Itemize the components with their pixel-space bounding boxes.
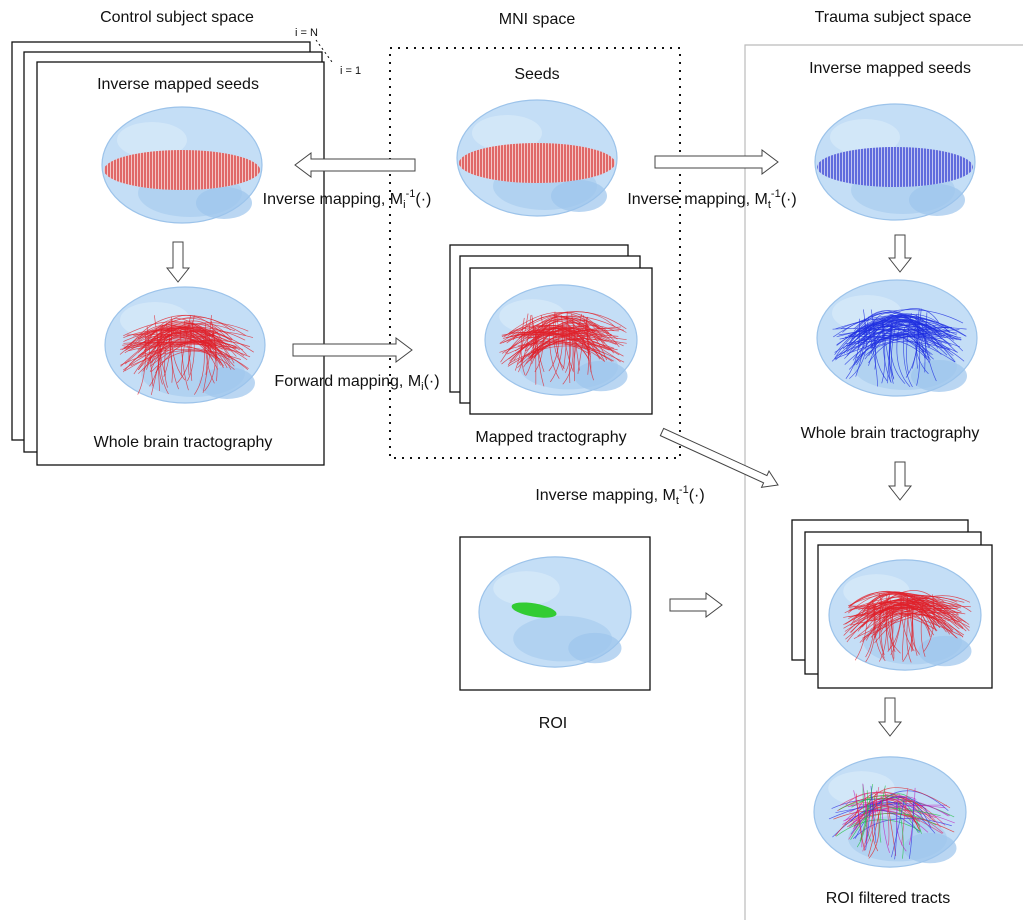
label-text: Inverse mapping, M [627, 191, 768, 208]
brain-region [493, 571, 560, 605]
tract-label: Whole brain tractography [94, 434, 273, 451]
seeds-label: Inverse mapped seeds [809, 60, 971, 77]
column-title: Control subject space [100, 9, 254, 26]
arrow [889, 462, 911, 500]
label-sub: t [768, 199, 771, 211]
arrow [670, 593, 722, 617]
illustrations [102, 100, 981, 867]
arrow [655, 150, 778, 174]
arrow [879, 698, 901, 736]
brain-region [196, 187, 252, 219]
arrow-label: Inverse mapping, Mt-1(·) [535, 484, 704, 507]
label-suffix: (·) [424, 373, 440, 390]
filtered-label: ROI filtered tracts [826, 890, 950, 907]
stack-label: i = N [295, 27, 318, 39]
brain [479, 557, 631, 667]
tract-label: Mapped tractography [475, 429, 626, 446]
label-suffix: (·) [415, 191, 431, 208]
label-text: Inverse mapping, M [263, 191, 404, 208]
brain [814, 757, 966, 867]
brain-region [918, 636, 971, 666]
seed-plane [459, 143, 615, 183]
brain [102, 107, 262, 223]
label-sub: t [676, 495, 679, 507]
brain [817, 280, 977, 396]
brain [815, 104, 975, 220]
brain [105, 287, 265, 403]
stack-label: i = 1 [340, 65, 361, 77]
page: {"columns": { "control": {"title": "Cont… [0, 0, 1023, 920]
seed-plane [104, 150, 260, 190]
brain [829, 560, 981, 670]
brain-region [574, 361, 627, 391]
brain-region [551, 180, 607, 212]
arrow [660, 428, 778, 487]
label-text: Inverse mapping, M [535, 487, 676, 504]
arrow-label: Inverse mapping, Mi-1(·) [263, 188, 432, 211]
brain-region [199, 367, 255, 399]
label-suffix: (·) [689, 487, 705, 504]
arrow-label: Inverse mapping, Mt-1(·) [627, 188, 796, 211]
tract-label: Whole brain tractography [801, 425, 980, 442]
label-suffix: (·) [781, 191, 797, 208]
label-sup: -1 [771, 188, 781, 200]
label-sub: i [403, 199, 405, 211]
seeds-label: Seeds [514, 66, 559, 83]
label-sup: -1 [679, 484, 689, 496]
brain-region [909, 184, 965, 216]
column-title: MNI space [499, 11, 576, 28]
column-title: Trauma subject space [815, 9, 972, 26]
brain-region [568, 633, 621, 663]
seed-plane [817, 147, 973, 187]
brain [485, 285, 637, 395]
brain [457, 100, 617, 216]
arrow [889, 235, 911, 272]
brain-region [903, 833, 956, 863]
roi-label: ROI [539, 715, 567, 732]
diagram: Control subject space MNI space Trauma s… [0, 0, 1023, 920]
label-sup: -1 [406, 188, 416, 200]
seeds-label: Inverse mapped seeds [97, 76, 259, 93]
label-text: Forward mapping, M [274, 373, 421, 390]
